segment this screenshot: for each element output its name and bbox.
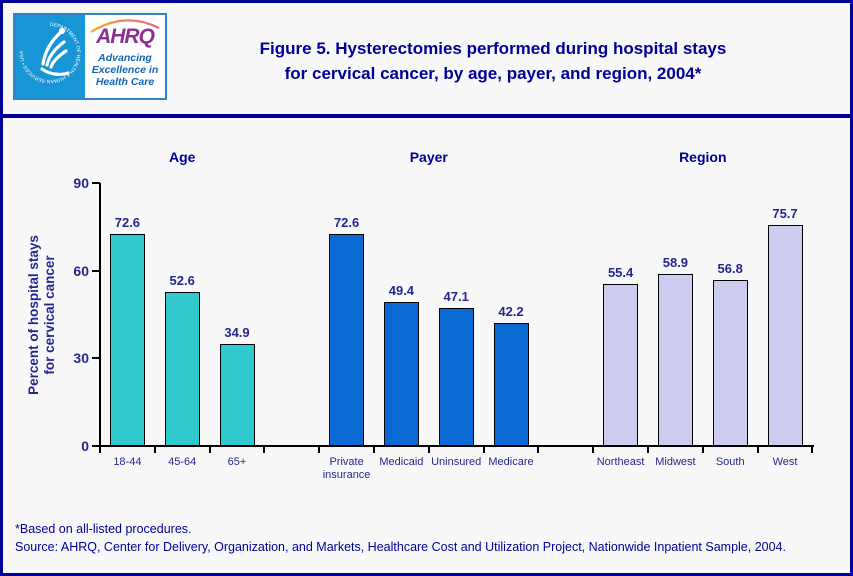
bar-category-label: 18-44 [113,456,142,468]
y-axis-label: Percent of hospital stays for cervical c… [26,175,60,455]
bar-value-label: 56.8 [717,261,743,277]
y-axis-line [99,183,101,447]
bar-value-label: 49.4 [388,282,415,298]
y-tick-label: 0 [81,438,89,454]
y-axis-label-line2: for cervical cancer [42,255,57,375]
bar-value-label: 42.2 [498,303,524,319]
x-axis-tick [318,446,321,453]
bar-18-44 [109,233,145,446]
figure-title: Figure 5. Hysterectomies performed durin… [178,36,808,86]
bar-45-64 [164,292,200,446]
bar-uninsured [438,308,474,446]
bar-chart: Percent of hospital stays for cervical c… [3,3,850,573]
y-axis-tick [92,445,100,447]
y-axis-tick [92,269,100,272]
bar-category-label: Medicaid [379,456,424,468]
x-axis-tick [208,446,211,453]
header-divider [3,114,850,118]
bar-category-label: 65+ [227,456,247,468]
tagline-line: Advancing [98,52,152,64]
x-axis-tick [756,446,759,453]
bar-private-insurance [329,233,365,446]
x-axis-tick [263,446,266,453]
ahrq-wordmark: AHRQ [96,25,155,48]
x-axis-tick [99,446,101,453]
figure-title-line2: for cervical cancer, by age, payer, and … [284,64,702,83]
bar-value-label: 55.4 [607,265,634,281]
bar-category-label: Medicare [488,456,534,468]
group-title-age: Age [168,149,196,165]
bar-midwest [657,273,693,446]
x-axis-tick [592,446,595,453]
bar-south [712,280,748,446]
bar-category-label: Uninsured [431,456,482,468]
footnote: *Based on all-listed procedures. [15,522,192,536]
bar-category-label: 45-64 [168,456,197,468]
bar-category-label: Midwest [655,456,696,468]
y-tick-label: 90 [73,175,89,191]
tagline-line: Excellence in [91,64,159,76]
y-tick-label: 30 [73,350,89,367]
y-tick-label: 60 [73,262,89,279]
footer: *Based on all-listed procedures. Source:… [15,520,786,556]
group-title-payer: Payer [409,149,448,165]
x-axis-tick [482,446,485,453]
ahrq-logo: DEPARTMENT OF HEALTH & HUMAN SERVICES • … [13,13,167,100]
bar-category-label: South [715,456,745,468]
ahrq-arc-icon [90,19,160,33]
bar-medicaid [383,301,419,446]
x-axis-tick [701,446,704,453]
y-axis-tick [92,357,100,360]
bar-category-label: Northeast [596,456,645,468]
source-note: Source: AHRQ, Center for Delivery, Organ… [15,540,786,554]
bar-category-label: West [772,456,798,468]
group-title-region: Region [679,149,727,165]
bar-value-label: 72.6 [333,214,360,230]
x-axis-tick [647,446,649,453]
x-axis-tick [427,446,430,453]
tagline-line: Health Care [95,76,155,88]
bar-category-label: Private insurance [322,456,371,481]
x-axis-tick [537,446,540,453]
bar-west [767,224,803,446]
bar-value-label: 75.7 [772,205,798,221]
y-axis-label-line1: Percent of hospital stays [26,235,41,395]
ahrq-logo-text-panel: AHRQ Advancing Excellence in Health Care [85,15,165,98]
x-axis-line [99,445,814,447]
x-axis-tick [811,446,814,453]
bar-65- [219,344,255,446]
y-axis-tick [92,182,100,184]
bar-value-label: 34.9 [224,325,250,340]
bar-medicare [493,322,529,446]
bar-value-label: 72.6 [114,214,141,230]
bar-value-label: 52.6 [169,273,195,289]
bar-northeast [603,284,639,446]
x-axis-tick [373,446,375,453]
bar-value-label: 47.1 [443,289,469,305]
ahrq-tagline: Advancing Excellence in Health Care [85,52,165,88]
x-axis-tick [153,446,156,453]
bar-value-label: 58.9 [662,254,689,270]
hhs-eagle-icon: DEPARTMENT OF HEALTH & HUMAN SERVICES • … [15,15,85,98]
figure-title-line1: Figure 5. Hysterectomies performed durin… [259,39,727,58]
